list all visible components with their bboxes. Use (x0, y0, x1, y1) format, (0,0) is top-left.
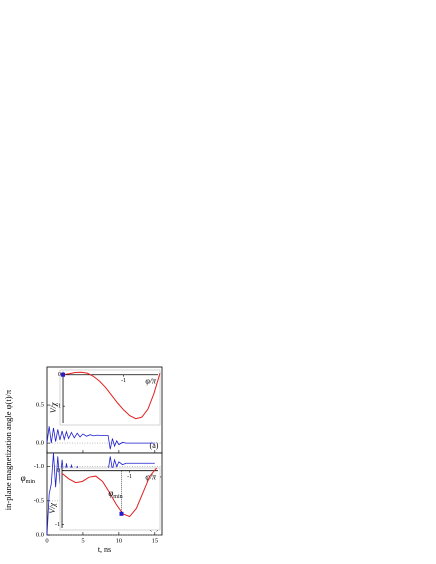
phi-min-label: φmin (21, 473, 35, 485)
y-tick-label: -1.0 (34, 463, 44, 470)
y-tick-label: 0 (57, 468, 60, 474)
state-point (61, 372, 66, 377)
phi-min-label: φmin (108, 488, 122, 500)
x-tick-label: -1 (127, 474, 132, 480)
y-tick-label: -0.5 (34, 497, 44, 504)
data-line (46, 426, 155, 450)
x-tick-label: 0 (45, 537, 48, 544)
y-tick-label: 0.0 (36, 440, 44, 447)
panel-label: (a) (150, 441, 159, 450)
inset-x-label: φ/π (145, 377, 157, 386)
phi-subscript: min (26, 479, 35, 485)
y-tick-label: 0 (58, 372, 61, 378)
x-tick-label: 15 (152, 537, 159, 544)
y-tick-label: -1 (55, 522, 60, 528)
inset-y-label: V/χ (48, 503, 57, 514)
phi-symbol: φ (108, 488, 113, 498)
inset-x-label: φ/π (145, 473, 157, 482)
x-axis-title: t, ns (98, 545, 111, 554)
data-line (59, 371, 161, 420)
x-tick-label: -1 (121, 378, 126, 384)
inset-frame (59, 467, 161, 531)
phi-subscript: min (113, 494, 122, 500)
y-axis-title: in-plane magnetization angle φ(t)/π (3, 389, 13, 510)
inset-y-label: V/χ (49, 402, 58, 413)
y-tick-label: -1 (56, 404, 61, 410)
y-tick-label: 0.5 (36, 402, 44, 409)
state-point (119, 511, 124, 516)
data-line (61, 467, 158, 518)
x-tick-label: 5 (81, 537, 84, 544)
y-tick-label: 0.0 (36, 531, 44, 538)
phi-symbol: φ (21, 473, 26, 483)
x-tick-label: 10 (116, 537, 123, 544)
